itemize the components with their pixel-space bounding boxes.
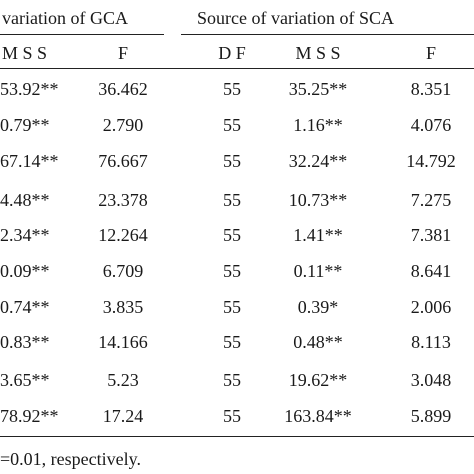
sca-mss-header: M S S (295, 43, 341, 63)
gca-f-cell: 12.264 (98, 225, 148, 245)
df-cell: 55 (223, 115, 241, 135)
gca-f-cell: 3.835 (102, 297, 144, 317)
gca-mss-header: M S S (2, 43, 48, 63)
gca-mss-cell: 0.09** (0, 261, 50, 281)
sca-f-cell: 4.076 (410, 115, 452, 135)
df-cell: 55 (223, 297, 241, 317)
gca-mss-cell: 0.74** (0, 297, 50, 317)
gca-mss-cell: 53.92** (0, 79, 59, 99)
sca-mss-cell: 0.48** (293, 332, 343, 352)
sca-mss-cell: 10.73** (288, 190, 348, 210)
df-cell: 55 (223, 406, 241, 426)
sca-mss-cell: 32.24** (288, 151, 348, 171)
sca-mss-cell: 19.62** (288, 370, 348, 390)
sca-mss-cell: 0.39* (297, 297, 339, 317)
gca-mss-cell: 0.79** (0, 115, 50, 135)
gca-mss-cell: 67.14** (0, 151, 59, 171)
df-cell: 55 (223, 225, 241, 245)
sca-mss-cell: 0.11** (293, 261, 343, 281)
subheader-rule (0, 68, 474, 70)
sca-f-cell: 8.351 (410, 79, 452, 99)
sca-f-cell: 2.006 (410, 297, 452, 317)
sca-header-rule (181, 34, 474, 36)
gca-mss-cell: 3.65** (0, 370, 50, 390)
sca-df-header: D F (218, 43, 246, 63)
gca-f-header: F (117, 43, 129, 63)
gca-f-cell: 6.709 (102, 261, 144, 281)
df-cell: 55 (223, 151, 241, 171)
gca-mss-cell: 4.48** (0, 190, 50, 210)
sca-f-cell: 14.792 (406, 151, 456, 171)
gca-mss-cell: 0.83** (0, 332, 50, 352)
sca-f-cell: 7.275 (410, 190, 452, 210)
gca-f-cell: 5.23 (107, 370, 139, 390)
sca-mss-cell: 163.84** (284, 406, 352, 426)
df-cell: 55 (223, 370, 241, 390)
gca-mss-cell: 78.92** (0, 406, 59, 426)
gca-f-cell: 17.24 (102, 406, 144, 426)
gca-f-cell: 36.462 (98, 79, 148, 99)
sca-f-cell: 8.641 (410, 261, 452, 281)
sca-f-cell: 7.381 (410, 225, 452, 245)
table-bottom-rule (0, 436, 474, 438)
df-cell: 55 (223, 332, 241, 352)
df-cell: 55 (223, 79, 241, 99)
gca-mss-cell: 2.34** (0, 225, 50, 245)
df-cell: 55 (223, 190, 241, 210)
gca-header-rule (0, 34, 164, 36)
sca-mss-cell: 35.25** (288, 79, 348, 99)
sca-f-header: F (425, 43, 437, 63)
df-cell: 55 (223, 261, 241, 281)
table-footnote: =0.01, respectively. (0, 449, 141, 469)
gca-f-cell: 23.378 (98, 190, 148, 210)
sca-mss-cell: 1.16** (293, 115, 343, 135)
sca-f-cell: 8.113 (411, 332, 451, 352)
gca-f-cell: 14.166 (98, 332, 148, 352)
sca-f-cell: 5.899 (410, 406, 452, 426)
sca-group-header: Source of variation of SCA (197, 8, 394, 28)
gca-f-cell: 76.667 (98, 151, 148, 171)
gca-group-header: variation of GCA (2, 8, 128, 28)
sca-f-cell: 3.048 (410, 370, 452, 390)
gca-f-cell: 2.790 (102, 115, 144, 135)
sca-mss-cell: 1.41** (293, 225, 343, 245)
